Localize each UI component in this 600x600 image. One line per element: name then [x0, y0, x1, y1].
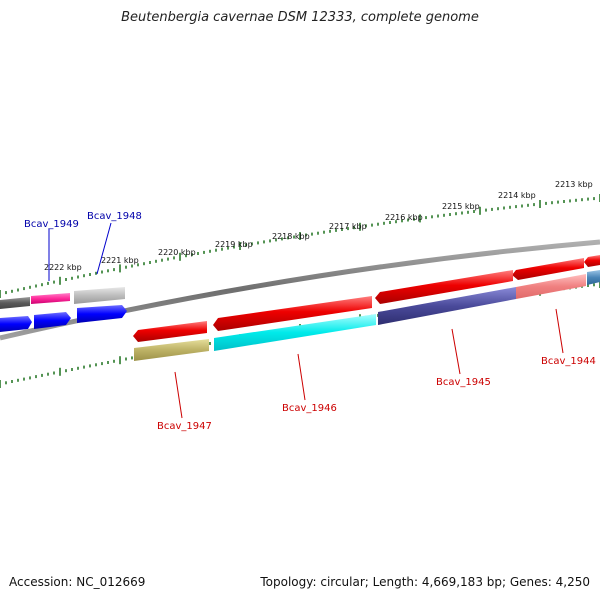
- label-leaders: [48, 222, 564, 419]
- gene-feature-bcav-1944-top[interactable]: [512, 258, 584, 280]
- gene-label-bcav-1944[interactable]: Bcav_1944: [541, 356, 596, 367]
- gene-feature-blue-2[interactable]: [34, 312, 71, 329]
- gene-feature-right-edge-top[interactable]: [584, 255, 600, 267]
- gene-feature-bcav-1945-top[interactable]: [375, 270, 513, 304]
- gene-label-bcav-1948[interactable]: Bcav_1948: [87, 211, 142, 222]
- map-title: Beutenbergia cavernae DSM 12333, complet…: [121, 10, 479, 25]
- ruler-label-2216: 2216 kbp: [385, 213, 423, 222]
- leader-bcav-1947: [174, 371, 183, 419]
- outer-ruler: [0, 194, 600, 298]
- ruler-label-2213: 2213 kbp: [555, 180, 593, 189]
- leader-bcav-1944: [555, 308, 564, 354]
- ruler-label-2217: 2217 kbp: [329, 222, 367, 231]
- gene-feature-bcav-1947-top[interactable]: [133, 321, 207, 342]
- ruler-label-2214: 2214 kbp: [498, 191, 536, 200]
- gene-label-bcav-1945[interactable]: Bcav_1945: [436, 377, 491, 388]
- ruler-label-2215: 2215 kbp: [442, 202, 480, 211]
- reverse-strand-features: [0, 270, 600, 361]
- gene-label-bcav-1949[interactable]: Bcav_1949: [24, 219, 79, 230]
- gene-feature-bcav-1949[interactable]: [31, 293, 70, 304]
- topology-summary: Topology: circular; Length: 4,669,183 bp…: [260, 575, 590, 589]
- gene-feature-steel-right[interactable]: [587, 270, 600, 285]
- ruler-label-2219: 2219 kbp: [215, 240, 253, 249]
- gene-label-bcav-1946[interactable]: Bcav_1946: [282, 403, 337, 414]
- gene-feature-blue-3[interactable]: [77, 305, 127, 323]
- forward-strand-features: [0, 255, 600, 342]
- gene-feature-bcav-1946[interactable]: [214, 314, 376, 351]
- gene-feature-bcav-1948[interactable]: [74, 287, 125, 304]
- leader-bcav-1946: [297, 353, 306, 401]
- ruler-label-2221: 2221 kbp: [101, 256, 139, 265]
- gene-feature-bcav-1945[interactable]: [378, 287, 516, 325]
- gene-feature-blue-left[interactable]: [0, 316, 32, 332]
- ruler-label-2218: 2218 kbp: [272, 232, 310, 241]
- ruler-labels: 2222 kbp 2221 kbp 2220 kbp 2219 kbp 2218…: [44, 180, 593, 272]
- ruler-label-2220: 2220 kbp: [158, 248, 196, 257]
- gene-feature-bcav-1946-top[interactable]: [213, 296, 372, 331]
- gene-feature-bcav-1944[interactable]: [516, 274, 586, 299]
- accession-text: Accession: NC_012669: [9, 575, 146, 589]
- gene-labels: Bcav_1949 Bcav_1948 Bcav_1947 Bcav_1946 …: [24, 211, 596, 432]
- gene-feature-bcav-1947[interactable]: [134, 339, 209, 361]
- gene-feature-dark-left[interactable]: [0, 297, 30, 309]
- leader-bcav-1948: [96, 222, 112, 275]
- leader-bcav-1945: [451, 328, 461, 375]
- gene-label-bcav-1947[interactable]: Bcav_1947: [157, 421, 212, 432]
- ruler-label-2222: 2222 kbp: [44, 263, 82, 272]
